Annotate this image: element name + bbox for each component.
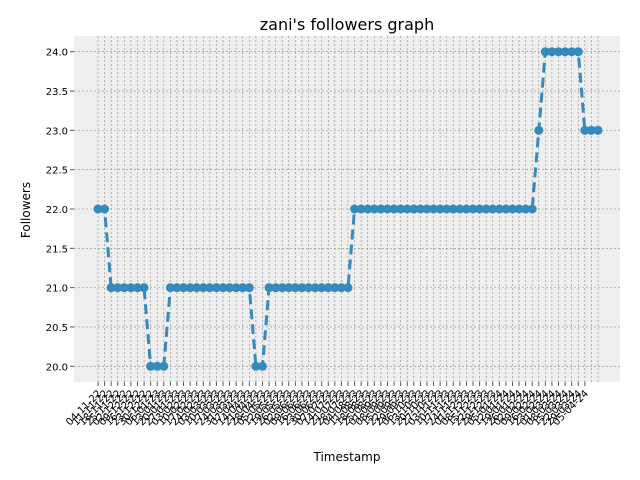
data-point	[547, 47, 557, 57]
data-point	[159, 361, 169, 371]
data-point	[238, 283, 248, 293]
data-point	[415, 204, 425, 214]
y-tick-label: 22.5	[46, 166, 68, 177]
data-point	[218, 283, 228, 293]
data-point	[429, 204, 439, 214]
data-point	[198, 283, 208, 293]
data-point	[211, 283, 221, 293]
data-point	[290, 283, 300, 293]
chart-title: zani's followers graph	[260, 15, 434, 34]
data-point	[277, 283, 287, 293]
data-point	[284, 283, 294, 293]
data-point	[93, 204, 103, 214]
data-point	[455, 204, 465, 214]
data-point	[336, 283, 346, 293]
data-point	[494, 204, 504, 214]
data-point	[461, 204, 471, 214]
data-point	[152, 361, 162, 371]
y-tick-label: 21.5	[46, 244, 68, 255]
data-point	[501, 204, 511, 214]
data-point	[560, 47, 570, 57]
data-point	[146, 361, 156, 371]
data-point	[573, 47, 583, 57]
y-tick-label: 21.0	[46, 284, 68, 295]
data-point	[527, 204, 537, 214]
data-point	[317, 283, 327, 293]
y-tick-label: 23.0	[46, 126, 68, 137]
data-point	[521, 204, 531, 214]
data-point	[244, 283, 254, 293]
y-tick-label: 20.5	[46, 323, 68, 334]
data-point	[310, 283, 320, 293]
data-point	[580, 125, 590, 135]
data-point	[100, 204, 110, 214]
data-point	[165, 283, 175, 293]
data-point	[475, 204, 485, 214]
data-point	[132, 283, 142, 293]
data-point	[540, 47, 550, 57]
data-point	[514, 204, 524, 214]
data-point	[422, 204, 432, 214]
data-point	[185, 283, 195, 293]
data-point	[343, 283, 353, 293]
data-point	[139, 283, 149, 293]
data-point	[402, 204, 412, 214]
y-tick-label: 20.0	[46, 362, 68, 373]
y-axis-label: Followers	[19, 182, 33, 238]
data-point	[225, 283, 235, 293]
data-point	[192, 283, 202, 293]
y-tick-label: 23.5	[46, 87, 68, 98]
data-point	[481, 204, 491, 214]
data-point	[376, 204, 386, 214]
data-point	[179, 283, 189, 293]
data-point	[593, 125, 603, 135]
data-point	[448, 204, 458, 214]
y-axis-ticks: 20.0 20.5 21.0 21.5 22.0 22.5 23.0 23.5 24.0	[46, 48, 74, 373]
data-point	[323, 283, 333, 293]
data-point	[172, 283, 182, 293]
data-point	[369, 204, 379, 214]
data-point	[507, 204, 517, 214]
data-point	[297, 283, 307, 293]
series-layer	[93, 47, 603, 371]
data-point	[106, 283, 116, 293]
data-point	[356, 204, 366, 214]
data-point	[264, 283, 274, 293]
data-point	[389, 204, 399, 214]
data-point	[409, 204, 419, 214]
data-point	[304, 283, 314, 293]
data-point	[468, 204, 478, 214]
data-point	[251, 361, 261, 371]
data-point	[113, 283, 123, 293]
data-point	[330, 283, 340, 293]
data-point	[257, 361, 267, 371]
y-tick-label: 22.0	[46, 205, 68, 216]
data-point	[205, 283, 215, 293]
data-point	[488, 204, 498, 214]
x-axis-label: Timestamp	[313, 450, 381, 464]
data-point	[231, 283, 241, 293]
data-point	[396, 204, 406, 214]
data-point	[442, 204, 452, 214]
data-point	[382, 204, 392, 214]
grid-lines	[74, 36, 620, 382]
x-axis-ticks: 04-11-2211-11-2218-11-2225-11-2202-12-22…	[64, 382, 591, 428]
data-point	[534, 125, 544, 135]
data-point	[567, 47, 577, 57]
data-point	[271, 283, 281, 293]
data-point	[126, 283, 136, 293]
data-point	[435, 204, 445, 214]
data-point	[363, 204, 373, 214]
data-point	[554, 47, 564, 57]
y-tick-label: 24.0	[46, 48, 68, 59]
data-point	[119, 283, 129, 293]
data-point	[350, 204, 360, 214]
data-point	[586, 125, 596, 135]
